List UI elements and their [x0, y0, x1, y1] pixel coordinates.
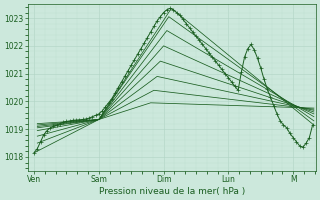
- X-axis label: Pression niveau de la mer( hPa ): Pression niveau de la mer( hPa ): [99, 187, 245, 196]
